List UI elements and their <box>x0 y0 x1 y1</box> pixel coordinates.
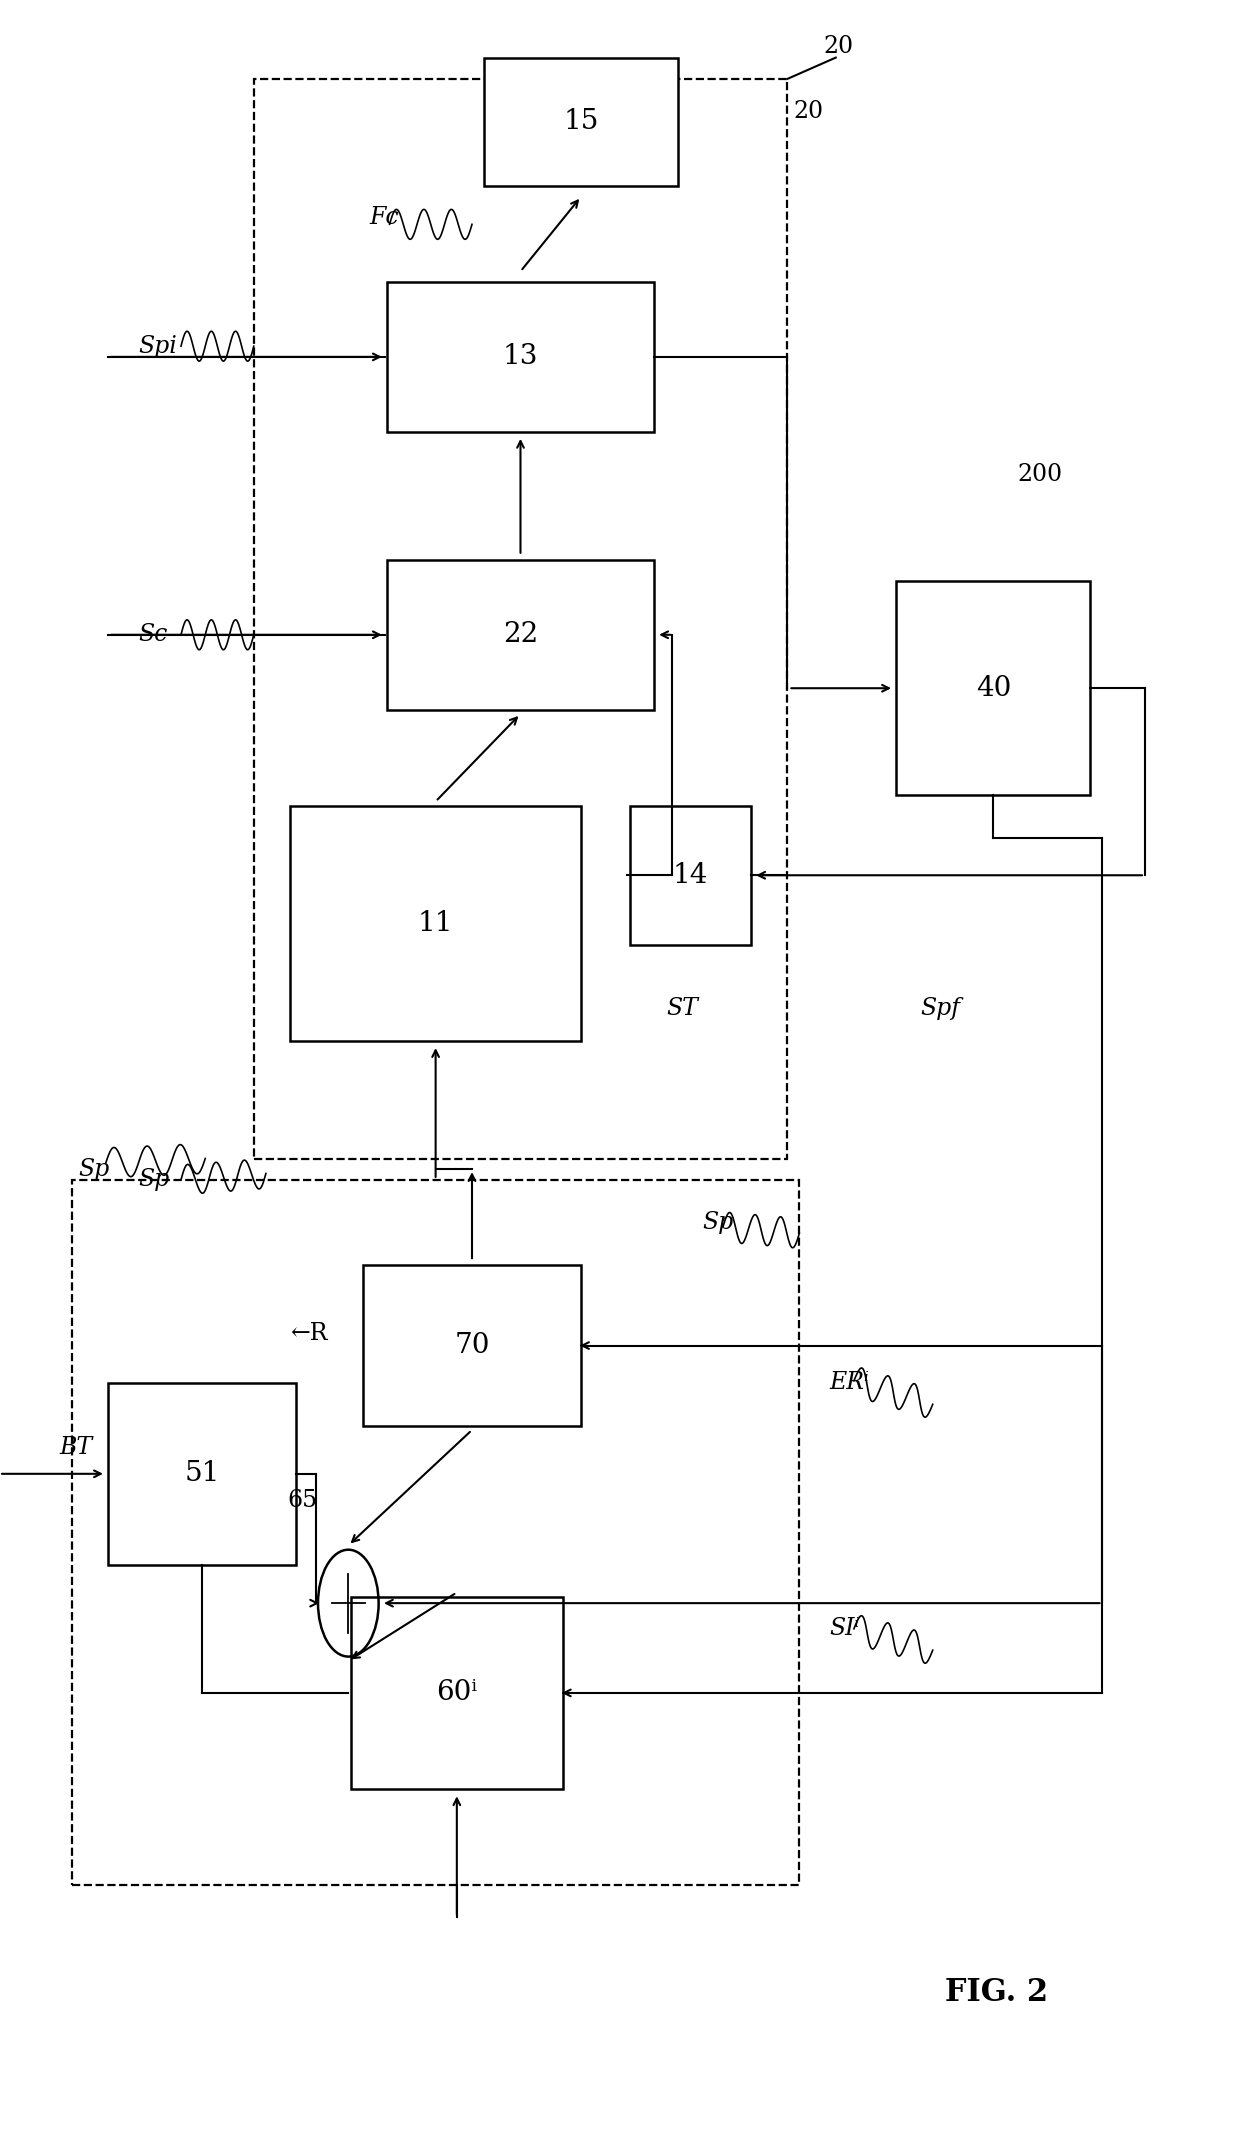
Text: BT: BT <box>60 1436 93 1459</box>
Text: ST: ST <box>666 998 698 1019</box>
Text: Fc: Fc <box>370 206 398 230</box>
Text: 200: 200 <box>1018 464 1063 485</box>
Text: 20: 20 <box>823 34 853 58</box>
Text: FIG. 2: FIG. 2 <box>945 1976 1048 2009</box>
Text: Spi: Spi <box>139 335 177 358</box>
Text: 51: 51 <box>185 1459 219 1487</box>
Text: ERⁱ: ERⁱ <box>830 1371 869 1395</box>
Text: 20: 20 <box>794 99 823 122</box>
Text: Sp: Sp <box>78 1157 109 1180</box>
Text: 14: 14 <box>672 863 708 888</box>
Text: 11: 11 <box>418 910 454 938</box>
FancyBboxPatch shape <box>290 805 582 1041</box>
Text: 60ⁱ: 60ⁱ <box>436 1680 477 1706</box>
Text: 70: 70 <box>454 1333 490 1358</box>
FancyBboxPatch shape <box>351 1597 563 1790</box>
Text: 22: 22 <box>503 622 538 648</box>
FancyBboxPatch shape <box>897 582 1090 796</box>
Text: 40: 40 <box>976 674 1011 702</box>
Text: Spf: Spf <box>920 998 961 1019</box>
FancyBboxPatch shape <box>108 1382 296 1564</box>
FancyBboxPatch shape <box>387 281 653 431</box>
Text: Sp: Sp <box>702 1210 734 1234</box>
Text: 65: 65 <box>288 1489 317 1513</box>
FancyBboxPatch shape <box>363 1266 582 1425</box>
Text: Sp: Sp <box>139 1167 170 1191</box>
Text: 13: 13 <box>502 343 538 371</box>
Text: SIⁱ: SIⁱ <box>830 1618 859 1640</box>
FancyBboxPatch shape <box>630 805 751 944</box>
FancyBboxPatch shape <box>387 560 653 710</box>
Text: Sc: Sc <box>139 622 167 646</box>
Text: 15: 15 <box>563 107 599 135</box>
FancyBboxPatch shape <box>484 58 678 187</box>
Text: ←R: ←R <box>290 1322 327 1346</box>
